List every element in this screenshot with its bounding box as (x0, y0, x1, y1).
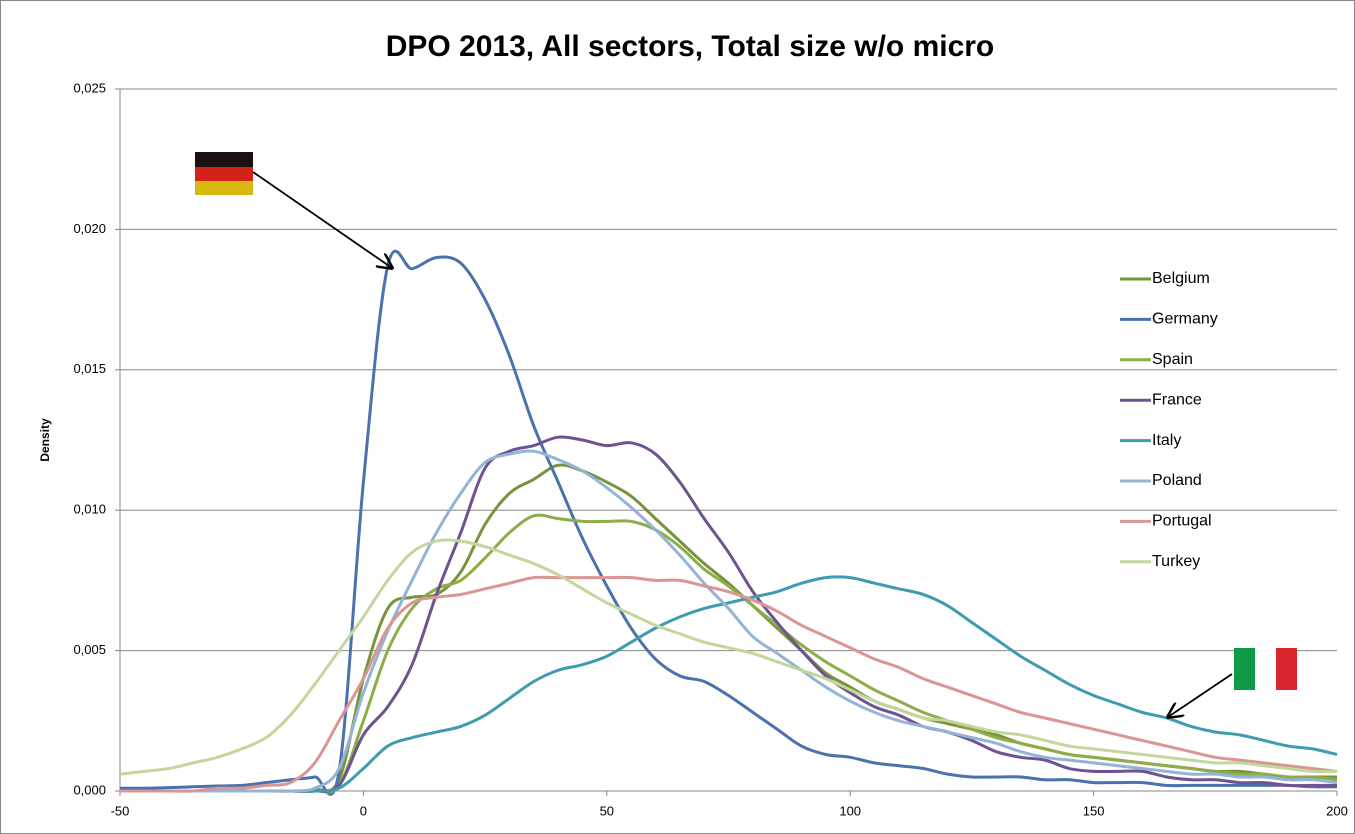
germany-flag (195, 152, 253, 195)
legend-label: Portugal (1152, 513, 1212, 530)
italy-flag (1234, 648, 1297, 690)
annotation-arrow (252, 171, 392, 268)
y-axis-label: Density (38, 418, 52, 462)
y-tick-label: 0,020 (73, 221, 106, 236)
chart-title: DPO 2013, All sectors, Total size w/o mi… (386, 30, 995, 63)
series-line (119, 538, 1338, 776)
legend-label: Poland (1152, 472, 1202, 489)
x-tick-label: 0 (360, 803, 367, 818)
legend-label: Germany (1152, 311, 1218, 328)
x-tick-label: 200 (1326, 803, 1348, 818)
y-tick-label: 0,005 (73, 642, 106, 657)
legend-label: Spain (1152, 351, 1193, 368)
y-tick-label: 0,015 (73, 361, 106, 376)
legend-label: Italy (1152, 432, 1181, 449)
annotation-arrow (1168, 673, 1233, 717)
series-line (119, 575, 1338, 793)
legend-label: Belgium (1152, 270, 1210, 287)
y-tick-label: 0,025 (73, 80, 106, 95)
x-tick-label: 50 (600, 803, 614, 818)
x-tick-label: 100 (839, 803, 861, 818)
x-tick-label: -50 (111, 803, 130, 818)
x-tick-label: 150 (1083, 803, 1105, 818)
y-tick-label: 0,010 (73, 502, 106, 517)
y-tick-label: 0,000 (73, 782, 106, 797)
series-line (119, 575, 1338, 793)
series-line (119, 449, 1338, 793)
legend-label: France (1152, 391, 1202, 408)
legend-label: Turkey (1152, 553, 1200, 570)
